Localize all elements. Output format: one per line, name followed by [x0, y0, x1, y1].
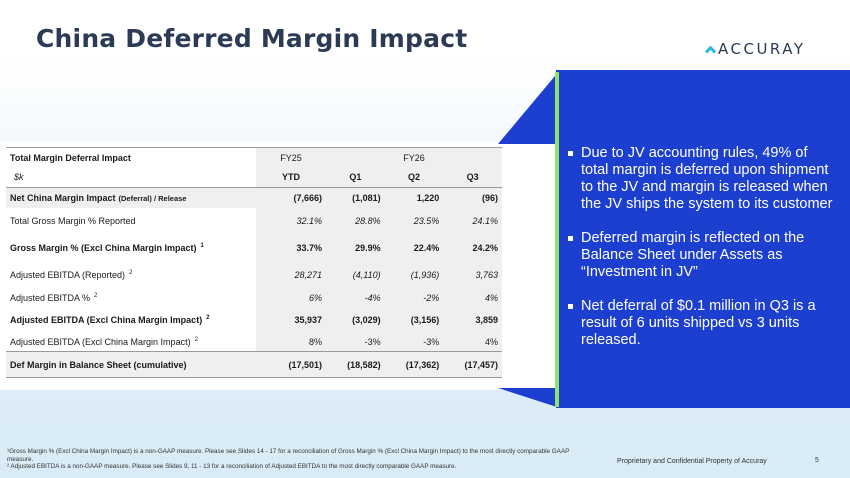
- commentary-bullets: Due to JV accounting rules, 49% of total…: [568, 145, 838, 366]
- table-cell: 28.8%: [326, 207, 385, 235]
- fy26-header: FY26: [326, 147, 502, 168]
- table-cell: (1,936): [384, 261, 444, 289]
- table-cell: 3,859: [443, 306, 502, 334]
- footnote-2: ² Adjusted EBITDA is a non-GAAP measure.…: [7, 463, 457, 471]
- table-cell: 24.1%: [443, 207, 502, 235]
- row-label: Total Gross Margin % Reported: [6, 208, 256, 235]
- row-label: Adjusted EBITDA (Excl China Margin Impac…: [6, 334, 256, 352]
- table-cell: 4%: [443, 333, 502, 352]
- table-cell: (17,457): [464, 359, 498, 370]
- accuray-logo: ACCURAY: [704, 40, 806, 58]
- table-cell: -3%: [326, 333, 385, 352]
- table-cell: 6%: [256, 288, 326, 307]
- row-label-suffix: (Deferral) / Release: [118, 193, 187, 203]
- footnote-marker: 1: [200, 243, 204, 249]
- table-cell: 22.4%: [384, 234, 444, 262]
- table-row: Adjusted EBITDA (Excl China Margin Impac…: [6, 333, 502, 352]
- table-row: Net China Margin Impact (Deferral) / Rele…: [6, 187, 502, 208]
- proprietary-notice: Proprietary and Confidential Property of…: [617, 458, 767, 465]
- col-ytd: YTD: [256, 167, 326, 188]
- table-cell: 33.7%: [256, 234, 326, 262]
- fy25-header: FY25: [256, 147, 326, 168]
- footnote-marker: 2: [206, 315, 210, 321]
- table-row: Gross Margin % (Excl China Margin Impact…: [6, 234, 502, 262]
- row-label-text: Def Margin in Balance Sheet (cumulative): [10, 359, 187, 370]
- footnote-1: ¹Gross Margin % (Excl China Margin Impac…: [7, 448, 570, 463]
- table-cell: (96): [481, 192, 498, 203]
- bullet-item: Due to JV accounting rules, 49% of total…: [568, 145, 838, 213]
- unit-label: $k: [6, 167, 256, 188]
- table-cell: (17,501): [288, 359, 322, 370]
- table-body: Net China Margin Impact (Deferral) / Rele…: [6, 187, 502, 378]
- col-q2: Q2: [384, 167, 444, 188]
- panel-wedge: [498, 70, 560, 144]
- table-cell: -4%: [326, 288, 385, 307]
- row-label-text: Gross Margin % (Excl China Margin Impact…: [10, 243, 197, 253]
- col-q1: Q1: [326, 167, 385, 188]
- table-subheader-row: $k YTD Q1 Q2 Q3: [6, 167, 502, 188]
- logo-text: ACCURAY: [718, 40, 806, 58]
- table-cell: 28,271: [256, 261, 326, 289]
- row-label: Def Margin in Balance Sheet (cumulative): [6, 352, 256, 378]
- bullet-item: Deferred margin is reflected on the Bala…: [568, 230, 838, 281]
- accent-bar: [555, 72, 559, 407]
- slide-title: China Deferred Margin Impact: [36, 24, 468, 53]
- row-label: Net China Margin Impact (Deferral) / Rele…: [6, 188, 256, 208]
- table-cell: (1,081): [352, 192, 381, 203]
- table-cell: 29.9%: [326, 234, 385, 262]
- table-row: Def Margin in Balance Sheet (cumulative)…: [6, 351, 502, 378]
- table-cell: 24.2%: [443, 234, 502, 262]
- row-label: Adjusted EBITDA % 2: [6, 289, 256, 307]
- table-row: Adjusted EBITDA (Excl China Margin Impac…: [6, 306, 502, 334]
- row-label-text: Total Gross Margin % Reported: [10, 216, 136, 226]
- table-cell: -2%: [384, 288, 444, 307]
- table-cell: (7,666): [293, 192, 322, 203]
- table-cell: 32.1%: [256, 207, 326, 235]
- row-label-text: Net China Margin Impact: [10, 192, 116, 203]
- row-label-text: Adjusted EBITDA (Reported): [10, 270, 126, 280]
- table-cell: 8%: [256, 333, 326, 352]
- row-label-text: Adjusted EBITDA (Excl China Margin Impac…: [10, 337, 191, 348]
- table-header-label: Total Margin Deferral Impact: [6, 147, 256, 168]
- table-cell: -3%: [384, 333, 444, 352]
- table-row: Total Gross Margin % Reported 32.1% 28.8% 2…: [6, 207, 502, 235]
- row-label-text: Adjusted EBITDA (Excl China Margin Impac…: [10, 315, 203, 325]
- table-cell: (18,582): [347, 359, 381, 370]
- footnotes: ¹Gross Margin % (Excl China Margin Impac…: [7, 448, 597, 471]
- table-cell: (4,110): [326, 261, 385, 289]
- commentary-panel: [556, 70, 850, 408]
- table-cell: 4%: [443, 288, 502, 307]
- table-cell: 1,220: [416, 192, 440, 203]
- table-header-row: Total Margin Deferral Impact FY25 FY26: [6, 147, 502, 168]
- table-cell: 3,763: [443, 261, 502, 289]
- footnote-marker: 2: [94, 292, 98, 299]
- page-number: 5: [815, 457, 819, 464]
- table-row: Adjusted EBITDA % 2 6% -4% -2% 4%: [6, 288, 502, 307]
- table-cell: (17,362): [405, 359, 440, 370]
- table-cell: (3,029): [326, 306, 385, 334]
- row-label-text: Adjusted EBITDA %: [10, 292, 91, 303]
- table-row: Adjusted EBITDA (Reported) 2 28,271 (4,110)…: [6, 261, 502, 289]
- row-label: Adjusted EBITDA (Excl China Margin Impac…: [6, 307, 256, 334]
- footnote-marker: 2: [129, 270, 133, 276]
- row-label: Gross Margin % (Excl China Margin Impact…: [6, 235, 256, 262]
- table-cell: 35,937: [256, 306, 326, 334]
- bullet-item: Net deferral of $0.1 million in Q3 is a …: [568, 298, 838, 349]
- margin-table: Total Margin Deferral Impact FY25 FY26 $…: [6, 147, 502, 378]
- col-q3: Q3: [443, 167, 502, 188]
- footnote-marker: 2: [194, 337, 198, 344]
- row-label: Adjusted EBITDA (Reported) 2: [6, 262, 256, 289]
- table-cell: (3,156): [384, 306, 444, 334]
- table-cell: 23.5%: [384, 207, 444, 235]
- chevron-icon: [704, 45, 717, 58]
- panel-wedge-lower: [498, 388, 560, 408]
